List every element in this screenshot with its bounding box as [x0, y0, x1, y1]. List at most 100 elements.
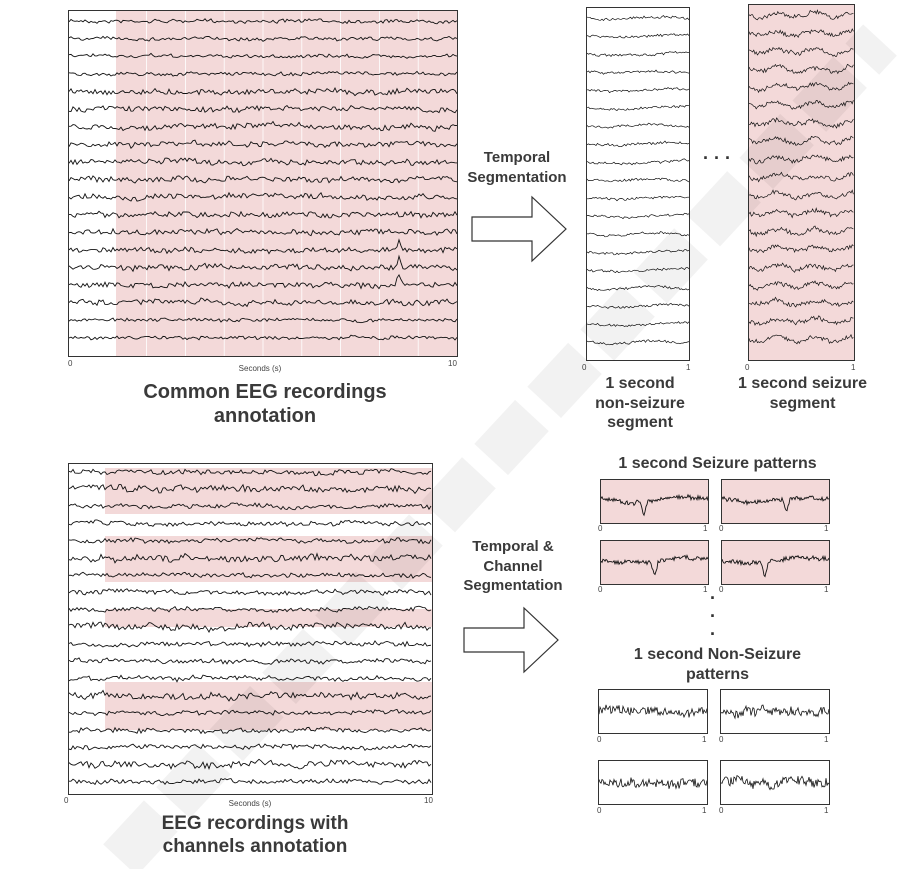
top-arrow-label: Temporal Segmentation	[467, 149, 567, 186]
nonseizure-pattern-4	[720, 760, 830, 805]
segment-trace	[749, 135, 854, 146]
seg-caption: 1 second seizure segment	[738, 375, 867, 412]
np2-x-start: 0	[719, 735, 724, 744]
segment-trace	[749, 244, 854, 254]
segment-trace	[749, 63, 854, 75]
top-caption: Common EEG recordings annotation	[143, 381, 387, 428]
channel-region-4	[105, 682, 432, 730]
segment-trace	[587, 140, 689, 147]
sp3-x-end: 1	[703, 585, 708, 594]
nonseizure-segment-panel	[586, 7, 690, 361]
pattern-trace	[721, 704, 829, 720]
bottom-eeg-panel	[68, 463, 433, 795]
segment-trace	[587, 339, 689, 346]
segment-trace	[749, 154, 854, 165]
segment-trace	[587, 177, 689, 183]
bottom-arrow-icon	[463, 606, 559, 674]
bottom-arrow-label: Temporal & Channel Segmentation	[463, 538, 563, 594]
segment-trace	[749, 171, 854, 183]
nonseizure-segment-traces	[587, 15, 689, 346]
eeg-trace	[69, 70, 457, 77]
sp2-x-start: 0	[719, 524, 724, 533]
seg-x-end: 1	[851, 363, 856, 372]
seizure-pattern-4	[721, 540, 830, 585]
channel-region-2	[105, 536, 432, 582]
nonseg-caption: 1 second non-seizure segment	[595, 375, 685, 432]
top-arrow-icon	[471, 195, 567, 263]
segment-trace	[749, 46, 854, 57]
segment-trace	[587, 122, 689, 129]
segment-trace	[587, 51, 689, 58]
bottom-eeg-traces	[69, 468, 432, 786]
top-x-axis-label: Seconds (s)	[238, 364, 282, 373]
pattern-trace	[721, 774, 829, 791]
segment-trace	[587, 195, 689, 202]
segment-trace	[587, 104, 689, 112]
nonseizure-pattern-3	[598, 760, 708, 805]
eeg-trace	[69, 588, 432, 596]
bottom-x-end: 10	[424, 796, 433, 805]
sp1-x-end: 1	[703, 524, 708, 533]
eeg-trace	[69, 640, 432, 648]
eeg-trace	[69, 726, 432, 735]
eeg-trace	[69, 674, 432, 683]
eeg-trace	[69, 210, 457, 219]
nonseg-x-start: 0	[582, 363, 587, 372]
eeg-trace	[69, 483, 432, 495]
segment-trace	[587, 87, 689, 94]
seizure-pattern-3-trace	[601, 554, 708, 576]
eeg-trace	[69, 571, 432, 579]
pattern-trace	[722, 495, 829, 512]
segment-trace	[749, 262, 854, 273]
sp2-x-end: 1	[824, 524, 829, 533]
top-x-end: 10	[448, 359, 457, 368]
segment-trace	[587, 15, 689, 21]
eeg-trace	[69, 743, 432, 751]
segment-trace	[749, 100, 854, 110]
segment-trace	[749, 207, 854, 219]
top-eeg-traces	[69, 11, 457, 356]
top-x-start: 0	[68, 359, 73, 368]
segment-trace	[587, 249, 689, 256]
bottom-x-axis-label: Seconds (s)	[228, 799, 272, 808]
eeg-trace	[69, 297, 457, 308]
eeg-trace	[69, 317, 457, 324]
np4-x-start: 0	[719, 806, 724, 815]
eeg-trace	[69, 657, 432, 665]
segment-trace	[587, 285, 689, 292]
nonseizure-pattern-1-trace	[599, 704, 707, 719]
seizure-pattern-4-trace	[722, 554, 829, 578]
bottom-caption: EEG recordings with channels annotation	[161, 813, 349, 858]
segment-trace	[749, 225, 854, 238]
seizure-patterns-title: 1 second Seizure patterns	[618, 455, 817, 472]
segment-trace	[749, 315, 854, 326]
top-eeg-panel	[68, 10, 458, 357]
sp3-x-start: 0	[598, 585, 603, 594]
nonseizure-pattern-1	[598, 689, 708, 734]
eeg-trace	[69, 708, 432, 717]
seizure-pattern-3	[600, 540, 709, 585]
segment-trace	[749, 9, 854, 21]
seizure-pattern-1-trace	[601, 493, 708, 517]
eeg-trace	[69, 86, 457, 97]
np3-x-end: 1	[702, 806, 707, 815]
eeg-trace	[69, 334, 457, 341]
eeg-trace	[69, 502, 432, 511]
eeg-trace	[69, 689, 432, 702]
eeg-trace	[69, 227, 457, 237]
segment-trace	[587, 212, 689, 220]
segment-trace	[587, 231, 689, 238]
np1-x-start: 0	[597, 735, 602, 744]
eeg-trace	[69, 18, 457, 25]
segment-trace	[749, 333, 854, 345]
segment-trace	[749, 280, 854, 291]
pattern-trace	[601, 554, 708, 576]
np3-x-start: 0	[597, 806, 602, 815]
segment-trace	[587, 33, 689, 39]
pattern-trace	[599, 777, 707, 790]
eeg-trace	[69, 273, 457, 290]
seizure-segment-traces	[749, 9, 854, 345]
eeg-trace	[69, 552, 432, 564]
seizure-region	[116, 11, 457, 356]
eeg-trace	[69, 191, 457, 202]
